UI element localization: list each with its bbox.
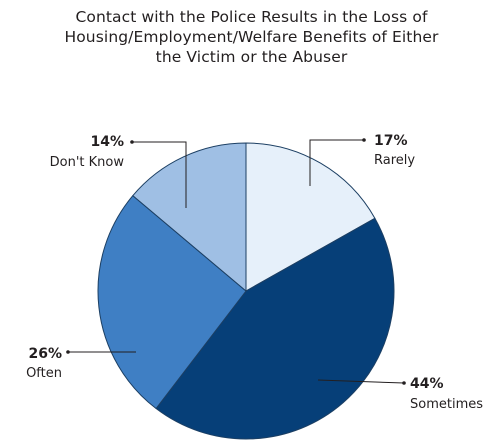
leader-dot-don-t-know — [130, 140, 134, 144]
leader-dot-often — [66, 350, 70, 354]
data-label-sometimes: 44% — [410, 376, 444, 392]
chart-title-line-2: Housing/Employment/Welfare Benefits of E… — [64, 28, 439, 46]
category-label-often: Often — [26, 366, 62, 381]
category-label-rarely: Rarely — [374, 153, 415, 168]
pie-slices — [97, 142, 395, 440]
leader-dot-sometimes — [402, 381, 406, 385]
data-label-rarely: 17% — [374, 133, 408, 149]
leader-dot-rarely — [362, 138, 366, 142]
leader-line-don-t-know — [132, 141, 187, 208]
pie-labels: 17% Rarely 44% Sometimes 26% Often 14% Don't Kn… — [26, 133, 483, 412]
chart-title-line-1: Contact with the Police Results in the L… — [75, 8, 428, 26]
pie-slice-rarely — [245, 142, 376, 292]
leader-line-sometimes — [317, 379, 405, 384]
category-label-don-t-know: Don't Know — [50, 155, 125, 170]
data-label-don-t-know: 14% — [90, 134, 124, 150]
pie-slice-often — [97, 195, 247, 410]
pie-slice-sometimes — [155, 217, 395, 440]
chart-title: Contact with the Police Results in the L… — [0, 7, 503, 67]
category-label-sometimes: Sometimes — [410, 397, 483, 412]
leader-line-rarely — [309, 139, 364, 186]
data-label-often: 26% — [28, 346, 62, 362]
pie-slice-don-t-know — [132, 142, 247, 292]
chart-title-line-3: the Victim or the Abuser — [155, 48, 348, 66]
